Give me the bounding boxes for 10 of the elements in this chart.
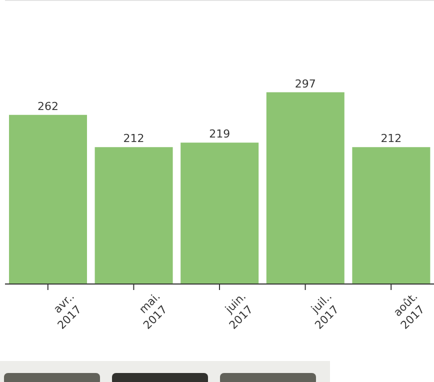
data-label: 262 — [38, 100, 58, 113]
bar — [94, 147, 173, 284]
bar — [266, 92, 344, 284]
data-label: 212 — [123, 132, 144, 146]
data-label: 212 — [380, 132, 402, 146]
bar — [180, 142, 259, 284]
bar — [9, 114, 87, 284]
bar — [352, 147, 430, 284]
data-label: 297 — [294, 77, 316, 90]
data-label: 219 — [209, 128, 230, 141]
